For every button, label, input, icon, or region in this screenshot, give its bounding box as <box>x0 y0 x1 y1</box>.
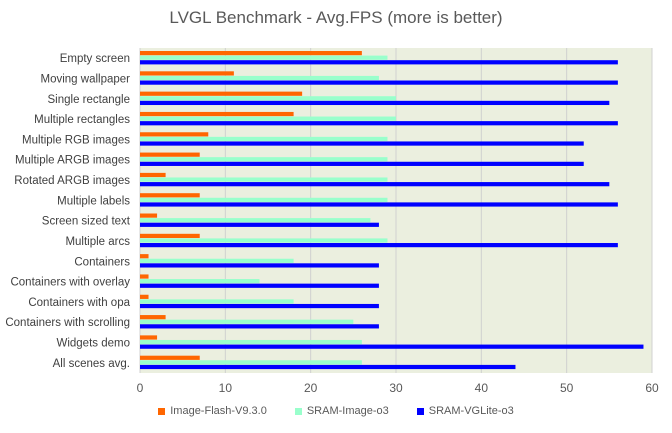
x-tick-label: 60 <box>645 381 659 395</box>
bar <box>140 324 379 329</box>
y-tick-label: Screen sized text <box>42 216 131 228</box>
legend-label: Image-Flash-V9.3.0 <box>170 405 267 417</box>
y-tick-label: Multiple labels <box>57 195 130 207</box>
bar <box>140 243 618 248</box>
bar <box>140 254 149 259</box>
legend-item: Image-Flash-V9.3.0 <box>158 405 267 417</box>
y-tick-label: Containers with scrolling <box>5 317 130 329</box>
bar <box>140 111 294 117</box>
y-tick-label: Widgets demo <box>56 338 130 350</box>
bar <box>140 161 584 166</box>
bar <box>140 75 379 81</box>
legend-swatch <box>158 407 166 415</box>
y-tick-label: All scenes avg. <box>53 358 130 370</box>
bar <box>140 303 379 309</box>
y-tick-label: Multiple ARGB images <box>15 155 130 167</box>
bar <box>140 319 354 324</box>
x-tick-label: 10 <box>219 381 233 395</box>
legend: Image-Flash-V9.3.0 SRAM-Image-o3 SRAM-VGLi… <box>0 405 672 417</box>
bar <box>140 222 379 227</box>
x-tick-label: 50 <box>560 381 574 395</box>
bar <box>140 51 362 56</box>
chart-title: LVGL Benchmark - Avg.FPS (more is better… <box>169 8 503 27</box>
bar <box>140 116 396 121</box>
bar <box>140 121 618 126</box>
bar <box>140 157 388 162</box>
bar <box>140 182 610 187</box>
x-tick-label: 40 <box>475 381 489 395</box>
bar <box>140 197 388 202</box>
bar <box>140 279 260 284</box>
bar <box>140 344 644 349</box>
bar <box>140 132 209 137</box>
bar <box>140 360 362 365</box>
bar <box>140 141 584 146</box>
x-tick-label: 0 <box>137 381 144 395</box>
x-tick-label: 30 <box>389 381 403 395</box>
y-tick-label: Multiple arcs <box>65 236 130 248</box>
bar <box>140 238 388 243</box>
bar <box>140 218 371 223</box>
bar <box>140 263 379 268</box>
bar <box>140 213 158 218</box>
bar <box>140 96 396 101</box>
bar <box>140 299 294 304</box>
bar <box>140 283 379 288</box>
legend-label: SRAM-VGLite-o3 <box>428 405 514 417</box>
y-tick-label: Containers <box>74 256 130 268</box>
bar <box>140 202 618 207</box>
x-tick-label: 20 <box>304 381 318 395</box>
bar <box>140 193 200 198</box>
bar <box>140 274 149 279</box>
y-tick-label: Empty screen <box>60 53 130 65</box>
legend-item: SRAM-VGLite-o3 <box>416 405 514 417</box>
legend-swatch <box>294 407 302 415</box>
bar <box>140 60 618 65</box>
y-tick-label: Moving wallpaper <box>41 73 131 85</box>
y-tick-label: Single rectangle <box>48 94 130 106</box>
bar <box>140 355 200 360</box>
y-tick-label: Rotated ARGB images <box>14 175 130 187</box>
bar <box>140 335 158 340</box>
bar <box>140 71 234 76</box>
legend-swatch <box>416 407 424 415</box>
legend-item: SRAM-Image-o3 <box>294 405 389 417</box>
bar <box>140 172 166 178</box>
bar <box>140 339 362 345</box>
bar <box>140 152 200 157</box>
bar <box>140 315 166 320</box>
y-tick-label: Containers with opa <box>28 297 130 309</box>
bar <box>140 55 388 60</box>
bar <box>140 258 294 263</box>
bar <box>140 233 200 239</box>
y-tick-label: Containers with overlay <box>10 277 130 289</box>
y-tick-label: Multiple rectangles <box>34 114 130 126</box>
bar <box>140 80 618 85</box>
legend-label: SRAM-Image-o3 <box>306 405 389 417</box>
bar <box>140 91 303 96</box>
bar <box>140 100 610 106</box>
bar <box>140 294 149 299</box>
y-tick-label: Multiple RGB images <box>22 134 130 146</box>
bar <box>140 136 388 142</box>
bar <box>140 177 388 182</box>
bar <box>140 364 516 370</box>
